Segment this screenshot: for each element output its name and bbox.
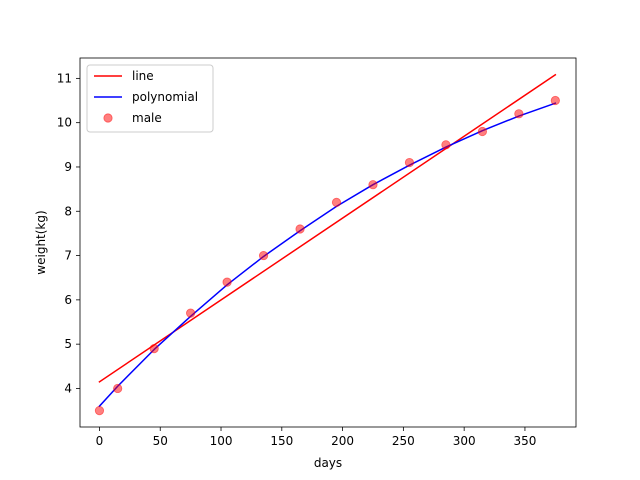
y-tick-label: 8	[64, 204, 72, 218]
scatter-point-male	[113, 383, 123, 394]
scatter-point-male	[222, 277, 232, 287]
scatter-point-male	[331, 197, 342, 208]
legend-label-male: male	[132, 111, 162, 125]
legend-swatch-male	[103, 113, 113, 123]
x-tick-label: 50	[153, 434, 168, 448]
scatter-point-male	[404, 157, 415, 168]
legend: line polynomial male	[86, 64, 214, 133]
scatter-point-male	[295, 224, 305, 234]
series-layer	[94, 73, 560, 416]
x-tick-label: 100	[210, 434, 233, 448]
legend-label-line: line	[132, 69, 154, 83]
x-tick-label: 250	[392, 434, 415, 448]
x-tick-label: 300	[453, 434, 476, 448]
y-tick-label: 7	[64, 249, 72, 263]
legend-label-polynomial: polynomial	[132, 90, 198, 104]
series-line-polynomial	[98, 102, 557, 408]
x-tick-label: 200	[331, 434, 354, 448]
legend-box	[86, 64, 214, 133]
scatter-point-male	[477, 126, 487, 137]
x-tick-label: 0	[96, 434, 104, 448]
scatter-point-male	[550, 95, 560, 106]
scatter-point-male	[368, 180, 378, 190]
axes-spines	[79, 57, 577, 428]
scatter-point-male	[258, 250, 269, 261]
x-axis-label: days	[314, 456, 342, 470]
scatter-point-male	[514, 109, 524, 119]
x-tick-label: 350	[513, 434, 536, 448]
scatter-point-male	[94, 406, 105, 416]
plot-frame	[79, 57, 577, 428]
scatter-point-male	[149, 343, 159, 354]
y-tick-label: 11	[57, 71, 72, 85]
y-tick-label: 6	[64, 293, 72, 307]
y-axis-label: weight(kg)	[34, 210, 48, 274]
scatter-point-male	[441, 140, 451, 150]
y-tick-label: 9	[64, 160, 72, 174]
y-tick-label: 5	[64, 337, 72, 351]
y-tick-label: 4	[64, 381, 72, 395]
scatter-point-male	[186, 308, 196, 318]
y-tick-label: 10	[57, 116, 72, 130]
x-tick-label: 150	[270, 434, 293, 448]
